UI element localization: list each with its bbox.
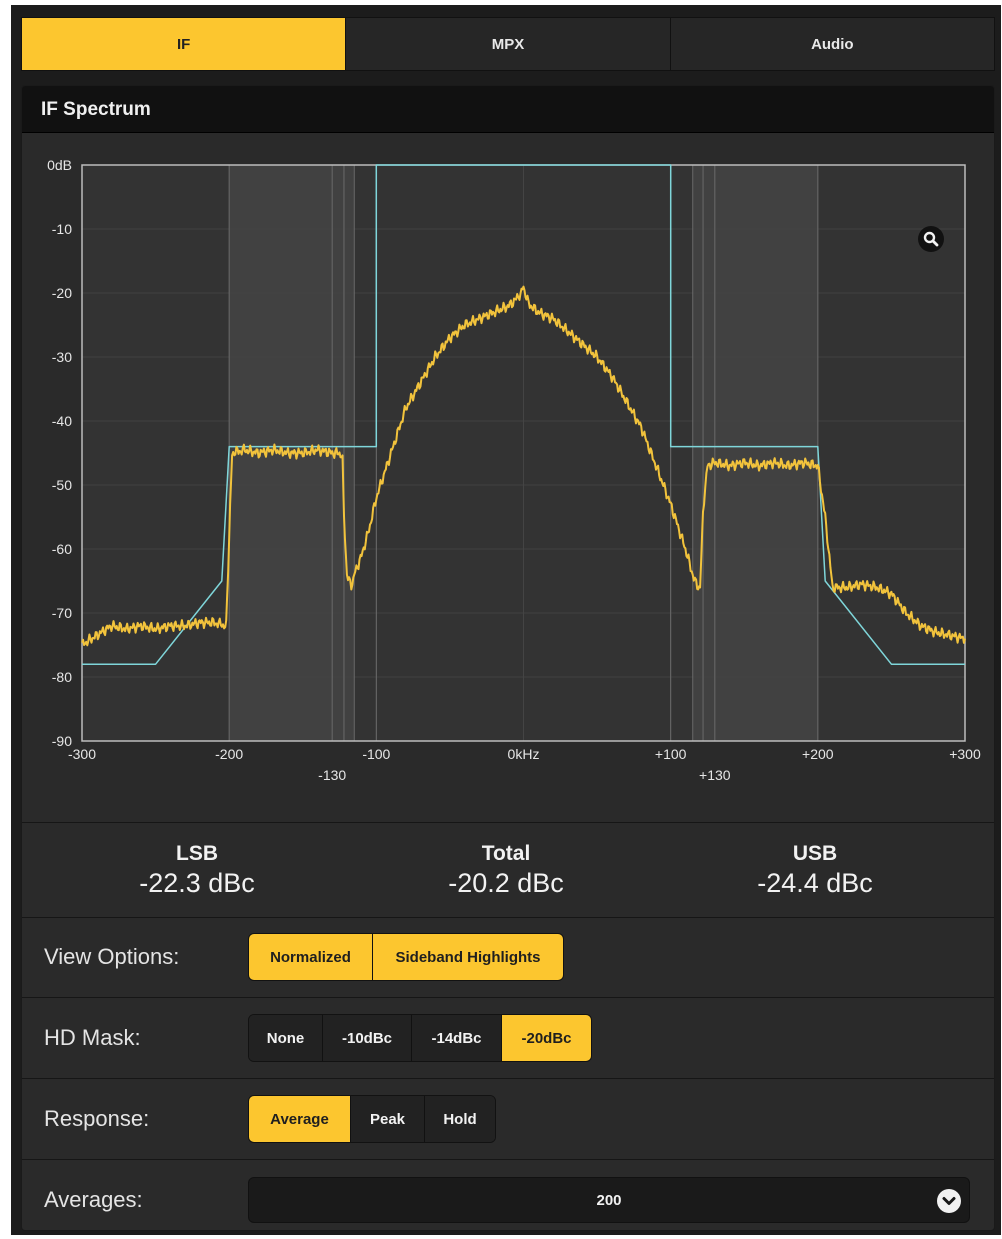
tab-audio[interactable]: Audio [670,18,994,70]
sideband-highlight-1 [692,165,818,741]
mask-none-button[interactable]: None [249,1015,323,1061]
lsb-label: LSB [176,842,218,865]
hd-mask-trace [82,164,965,665]
app-container: IF MPX Audio IF Spectrum 0dB -10 -20 -30 -40… [11,5,1001,1235]
y-tick-label: -80 [52,669,72,685]
tab-mpx[interactable]: MPX [346,18,671,70]
averages-value: 200 [596,1191,622,1209]
x-tick-label: +100 [655,746,687,762]
sideband-readouts: LSB -22.3 dBc Total -20.2 dBc USB -24.4 … [22,822,994,918]
view-options-group: Normalized Sideband Highlights [248,933,564,981]
sideband-highlights-button[interactable]: Sideband Highlights [373,934,563,980]
averages-row: Averages: 200 [22,1160,994,1230]
y-tick-label: -60 [52,541,72,557]
mask-20dbc-button[interactable]: -20dBc [502,1015,591,1061]
y-tick-label: -10 [52,221,72,237]
y-tick-label: 0dB [47,157,72,173]
hd-mask-group: None -10dBc -14dBc -20dBc [248,1014,592,1062]
y-tick-label: -50 [52,477,72,493]
total-value: -20.2 dBc [448,868,564,898]
x-tick-label: 0kHz [508,746,540,762]
normalized-button[interactable]: Normalized [249,934,373,980]
search-icon [923,231,939,247]
panel-title: IF Spectrum [41,99,151,120]
view-options-label: View Options: [44,944,180,969]
if-spectrum-panel: IF Spectrum 0dB -10 -20 -30 -40 -50 -60 -70 -80 -… [21,85,995,1231]
x-tick-label: +300 [949,746,981,762]
spectrum-chart: 0dB -10 -20 -30 -40 -50 -60 -70 -80 -90-300 -200 -1… [47,157,981,783]
y-tick-label: -90 [52,733,72,749]
hd-mask-label: HD Mask: [44,1025,141,1050]
response-peak-button[interactable]: Peak [351,1096,425,1142]
usb-label: USB [792,842,838,865]
y-tick-label: -30 [52,349,72,365]
x-secondary-tick-label: -130 [318,767,346,783]
usb-readout: USB -24.4 dBc [715,841,915,899]
lsb-readout: LSB -22.3 dBc [97,841,297,899]
panel-header: IF Spectrum [22,86,994,133]
averages-label: Averages: [44,1187,143,1212]
total-readout: Total -20.2 dBc [406,841,606,899]
x-tick-label: -300 [68,746,96,762]
usb-value: -24.4 dBc [757,868,873,898]
x-secondary-tick-label: +130 [699,767,731,783]
x-tick-label: -200 [215,746,243,762]
x-tick-label: +200 [802,746,834,762]
hd-mask-row: HD Mask: None -10dBc -14dBc -20dBc [22,998,994,1079]
response-hold-button[interactable]: Hold [425,1096,495,1142]
y-tick-label: -70 [52,605,72,621]
mask-14dbc-button[interactable]: -14dBc [412,1015,502,1061]
response-average-button[interactable]: Average [249,1096,351,1142]
y-tick-label: -20 [52,285,72,301]
tab-if[interactable]: IF [22,18,347,70]
chevron-down-icon [937,1189,961,1213]
response-row: Response: Average Peak Hold [22,1079,994,1160]
view-options-row: View Options: Normalized Sideband Highli… [22,917,994,998]
lsb-value: -22.3 dBc [139,868,255,898]
spectrum-trace [81,285,966,647]
x-tick-label: -100 [362,746,390,762]
tab-bar: IF MPX Audio [21,17,995,71]
zoom-button[interactable] [918,226,944,252]
response-group: Average Peak Hold [248,1095,496,1143]
y-tick-label: -40 [52,413,72,429]
averages-select[interactable]: 200 [248,1177,970,1223]
mask-10dbc-button[interactable]: -10dBc [323,1015,412,1061]
spectrum-chart-area: 0dB -10 -20 -30 -40 -50 -60 -70 -80 -90 -300 -200 -1… [22,132,994,822]
total-label: Total [481,842,531,865]
response-label: Response: [44,1106,150,1131]
